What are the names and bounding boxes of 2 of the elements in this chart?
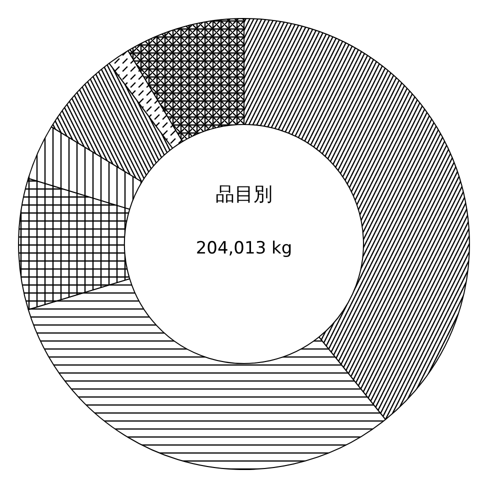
text: 204,013 kg	[196, 238, 292, 259]
text: 品目別	[216, 183, 272, 206]
